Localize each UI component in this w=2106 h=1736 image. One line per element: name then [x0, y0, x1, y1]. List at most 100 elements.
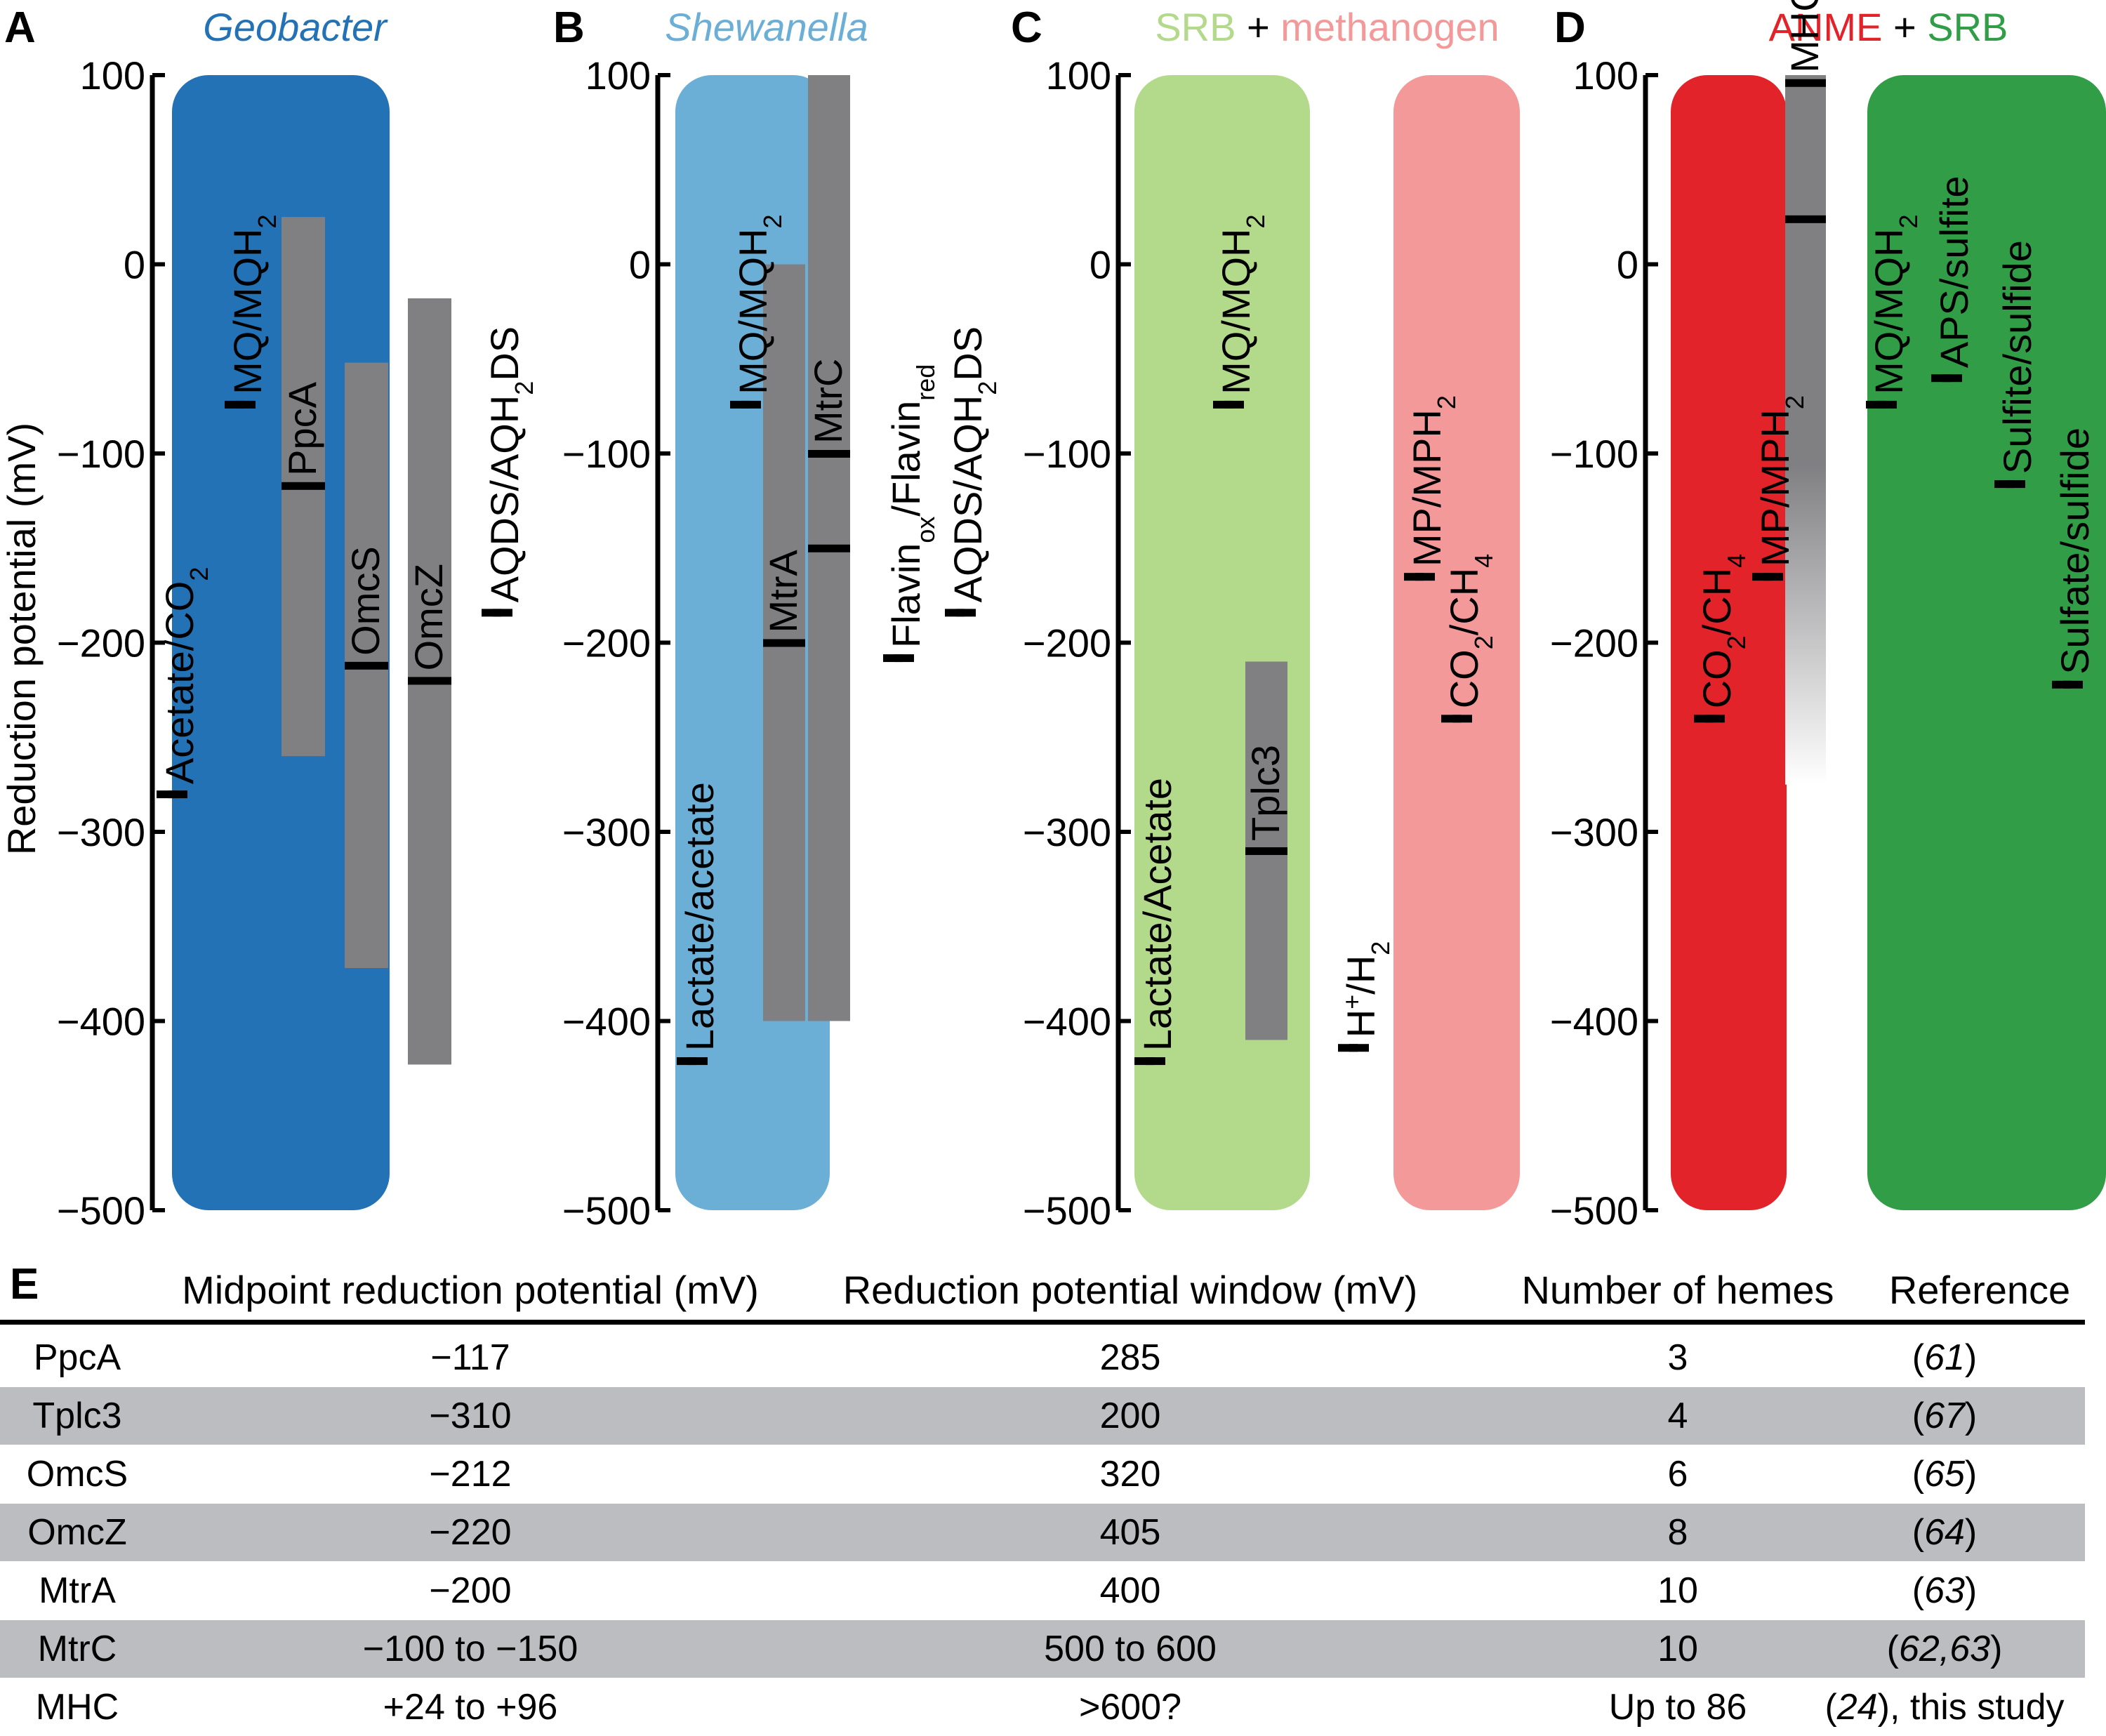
bar-midpoint-tick	[282, 482, 325, 490]
y-tick-label: −100	[562, 432, 651, 476]
y-tick-label: 100	[80, 53, 145, 98]
panel-letter-d: D	[1554, 4, 1586, 52]
y-tick-label: −100	[1550, 432, 1638, 476]
cell-hemes: 3	[1667, 1337, 1688, 1378]
cell-window: 405	[1099, 1512, 1161, 1553]
cell-hemes: 10	[1657, 1570, 1698, 1611]
panel-a: 100 0 −100 −200 −300 −400 −500 A Geobacter Reduct…	[0, 4, 512, 1233]
couple-tick	[1705, 715, 1714, 723]
couple-tick	[1452, 715, 1461, 723]
y-tick-label: −200	[562, 621, 651, 665]
y-tick-label: 100	[1046, 53, 1111, 98]
cell-midpoint: −310	[429, 1396, 512, 1436]
couple-tick	[894, 654, 903, 663]
couple-tick	[1146, 1057, 1154, 1066]
y-tick-label: −100	[1023, 432, 1111, 476]
box-geobacter	[172, 75, 390, 1210]
cell-hemes: 10	[1657, 1629, 1698, 1669]
cell-window: >600?	[1078, 1687, 1182, 1728]
y-tick-label: −100	[57, 432, 145, 476]
bar-midpoint-tick	[808, 450, 850, 458]
bar-midpoint-tick	[1245, 847, 1287, 855]
cell-name: MtrA	[39, 1570, 116, 1611]
y-tick-label: −300	[57, 810, 145, 854]
cell-reference: (67)	[1912, 1396, 1978, 1436]
y-tick-label: −500	[562, 1188, 651, 1233]
header-reference: Reference	[1888, 1268, 2071, 1312]
y-axis-label: Reduction potential (mV)	[0, 423, 44, 855]
panel-title: ANME + SRB	[1769, 5, 2008, 49]
cell-reference: (61)	[1912, 1337, 1978, 1378]
couple-label: CO2/CH4	[1695, 554, 1751, 709]
couple-tick	[1415, 573, 1424, 581]
couple-label: MQ/MQH2	[731, 214, 787, 394]
y-tick-label: −300	[562, 810, 651, 854]
couple-label: MP/MPH2	[1405, 395, 1461, 566]
y-tick-label: −200	[1023, 621, 1111, 665]
cell-window: 400	[1099, 1570, 1161, 1611]
couple-tick	[168, 790, 176, 799]
y-tick-label: −200	[1550, 621, 1638, 665]
y-tick-label: 0	[1617, 243, 1638, 287]
bar-mhc	[1785, 75, 1826, 785]
cell-hemes: 8	[1667, 1512, 1688, 1553]
panel-title: SRB + methanogen	[1155, 5, 1499, 49]
couple-label: MQ/MQH2	[1867, 214, 1923, 394]
couple-label: APS/sulfite	[1932, 175, 1976, 368]
panel-c: 100 0 −100 −200 −300 −400 −500 C SRB + methanoge…	[1011, 4, 1520, 1233]
y-tick-label: 100	[585, 53, 651, 98]
cell-midpoint: −100 to −150	[362, 1629, 578, 1669]
cell-name: OmcS	[26, 1454, 128, 1495]
table-row: MtrA −200 400 10 (63)	[0, 1562, 2085, 1619]
y-tick-label: −300	[1550, 810, 1638, 854]
table-row: Tplc3 −310 200 4 (67)	[0, 1387, 2085, 1445]
panel-letter-a: A	[4, 4, 36, 52]
couple-tick	[956, 609, 965, 617]
table-row: OmcZ −220 405 8 (64)	[0, 1504, 2085, 1561]
box-srb	[1867, 75, 2106, 1210]
couple-label: Acetate/CO2	[157, 567, 213, 785]
bar-midpoint-tick	[808, 544, 850, 552]
potential-chart: 100 0 −100 −200 −300 −400 −500 A Geobacter Reduct…	[0, 0, 2106, 1233]
bar-label-mtrc: MtrC	[806, 359, 850, 444]
couple-label: Sulfite/sulfide	[1995, 240, 2039, 474]
couple-label: Lactate/acetate	[677, 782, 722, 1051]
y-tick-label: −400	[1023, 1000, 1111, 1044]
cell-reference: (63)	[1912, 1570, 1978, 1611]
bar-label-omcs: OmcS	[343, 546, 388, 656]
cell-reference: (65)	[1912, 1454, 1978, 1495]
y-tick-label: −400	[57, 1000, 145, 1044]
panel-letter-c: C	[1011, 4, 1042, 52]
y-tick-label: 0	[629, 243, 651, 287]
cell-window: 320	[1099, 1454, 1161, 1495]
y-tick-label: 0	[124, 243, 145, 287]
cell-window: 285	[1099, 1337, 1161, 1378]
y-tick-label: 100	[1573, 53, 1638, 98]
couple-tick	[1942, 374, 1951, 383]
couple-label: Sulfate/sulfide	[2053, 428, 2097, 675]
cell-name: MtrC	[37, 1629, 117, 1669]
y-tick-label: −200	[57, 621, 145, 665]
couple-tick	[236, 400, 244, 409]
couple-tick	[2006, 480, 2014, 489]
couple-tick	[688, 1057, 696, 1066]
cell-name: OmcZ	[27, 1512, 127, 1553]
y-tick-label: −500	[1023, 1188, 1111, 1233]
cell-reference: (62,63)	[1886, 1629, 2003, 1669]
panel-title: Geobacter	[203, 5, 388, 49]
header-midpoint: Midpoint reduction potential (mV)	[182, 1268, 759, 1312]
couple-label: MQ/MQH2	[1214, 214, 1270, 394]
cell-name: MHC	[35, 1687, 119, 1728]
box-methanogen	[1393, 75, 1520, 1210]
table-header-rule	[0, 1320, 2085, 1325]
couple-tick	[1877, 400, 1886, 409]
couple-label: Lactate/Acetate	[1135, 778, 1179, 1051]
y-tick-label: −400	[562, 1000, 651, 1044]
bar-midpoint-tick	[345, 661, 388, 670]
panel-title: Shewanella	[665, 5, 868, 49]
cell-reference: (64)	[1912, 1512, 1978, 1553]
y-tick-label: 0	[1090, 243, 1111, 287]
cell-midpoint: −220	[429, 1512, 512, 1553]
table-row: MHC +24 to +96 >600? Up to 86 (24), this stu…	[0, 1678, 2085, 1736]
cell-midpoint: −200	[429, 1570, 512, 1611]
